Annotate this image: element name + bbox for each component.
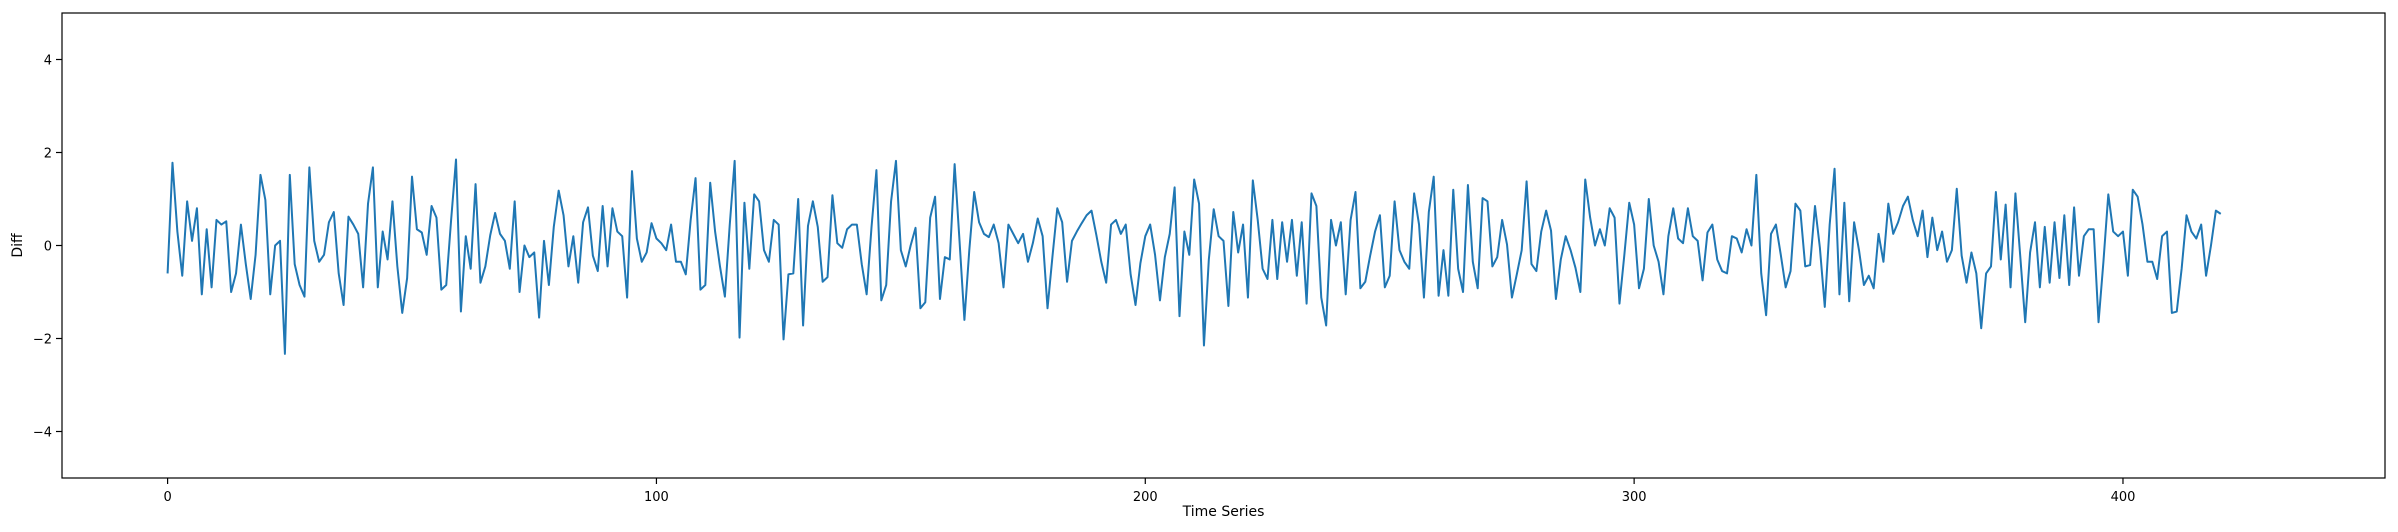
x-tick-label: 200 — [1133, 490, 1158, 505]
y-tick-label: 4 — [44, 54, 52, 69]
y-axis: −4 −2 0 2 4 — [33, 54, 62, 441]
y-tick-label: 2 — [44, 147, 52, 162]
x-tick-label: 0 — [163, 490, 171, 505]
series-line-0 — [166, 158, 2222, 355]
x-tick-label: 100 — [644, 490, 669, 505]
plot-area — [61, 12, 2386, 479]
y-axis-label: Diff — [10, 233, 26, 258]
y-tick-label: 0 — [44, 240, 52, 255]
y-tick-label: −4 — [33, 426, 52, 441]
x-axis-label: Time Series — [1182, 504, 1265, 520]
x-tick-label: 300 — [1622, 490, 1647, 505]
y-tick-label: −2 — [33, 333, 52, 348]
x-axis: 0 100 200 300 400 — [163, 478, 2135, 505]
x-tick-label: 400 — [2111, 490, 2136, 505]
